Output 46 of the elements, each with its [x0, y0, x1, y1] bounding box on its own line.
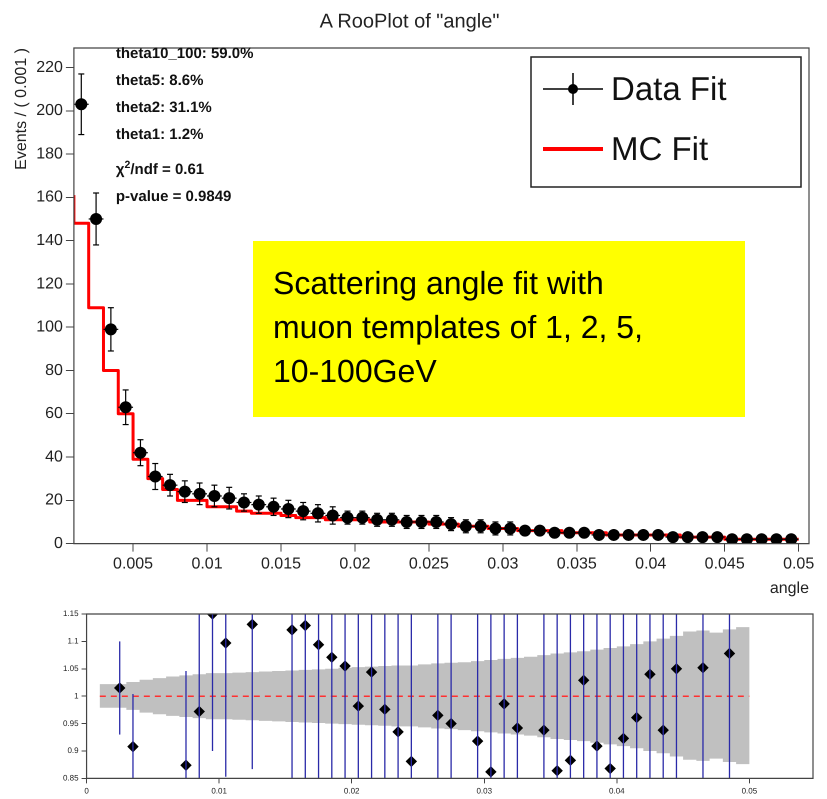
x-tick-label: 0.045	[704, 556, 745, 573]
x-tick-label: 0.04	[635, 556, 666, 573]
x-tick-label: 0.03	[476, 786, 493, 796]
text-box: Scattering angle fit with muon templates of 1, 2, 5, 10-100GeV	[253, 241, 745, 417]
y-tick-label: 160	[36, 188, 63, 206]
chart-title: A RooPlot of "angle"	[320, 10, 500, 33]
y-tick-label: 200	[36, 102, 63, 120]
y-tick-label: 80	[45, 362, 63, 379]
y-tick-label: 1.1	[67, 636, 80, 646]
y-tick-label: 0.9	[67, 746, 80, 756]
y-axis-title: Events / ( 0.001 )	[13, 48, 30, 170]
x-tick-label: 0.03	[487, 556, 518, 573]
y-tick-label: 120	[36, 275, 63, 292]
legend-label: MC Fit	[611, 130, 708, 168]
y-tick-label: 220	[36, 58, 63, 76]
x-tick-label: 0	[84, 786, 90, 796]
x-tick-label: 0.01	[191, 556, 223, 573]
y-tick-label: 1.05	[62, 664, 80, 674]
x-tick-label: 0.05	[742, 786, 758, 796]
y-tick-label: 0.95	[62, 718, 80, 728]
annotation: theta5: 8.6%	[116, 72, 204, 89]
y-tick-label: 1.15	[62, 609, 80, 618]
legend-label: Data Fit	[611, 70, 727, 108]
x-axis-title: angle	[770, 580, 810, 597]
annotation: theta2: 31.1%	[116, 99, 212, 116]
x-tick-label: 0.04	[609, 786, 626, 796]
y-tick-label: 1	[74, 691, 80, 700]
annotation: p-value = 0.9849	[116, 188, 232, 205]
x-tick-label: 0.015	[260, 556, 302, 573]
x-tick-label: 0.025	[408, 556, 449, 573]
annotation: theta1: 1.2%	[116, 126, 204, 143]
annotation: theta10_100: 59.0%	[116, 45, 254, 62]
y-tick-label: 40	[45, 448, 63, 466]
y-tick-label: 0.85	[62, 774, 80, 783]
x-tick-label: 0.035	[556, 556, 597, 573]
y-tick-label: 180	[36, 145, 63, 162]
x-tick-label: 0.02	[344, 786, 360, 796]
x-tick-label: 0.02	[339, 556, 371, 573]
y-tick-label: 100	[36, 318, 63, 336]
y-tick-label: 20	[45, 492, 63, 509]
x-tick-label: 0.005	[113, 556, 154, 573]
y-tick-label: 140	[36, 232, 63, 250]
x-tick-label: 0.01	[211, 786, 228, 796]
y-tick-label: 0	[54, 535, 63, 552]
x-tick-label: 0.05	[783, 556, 814, 573]
y-tick-label: 60	[45, 405, 63, 422]
